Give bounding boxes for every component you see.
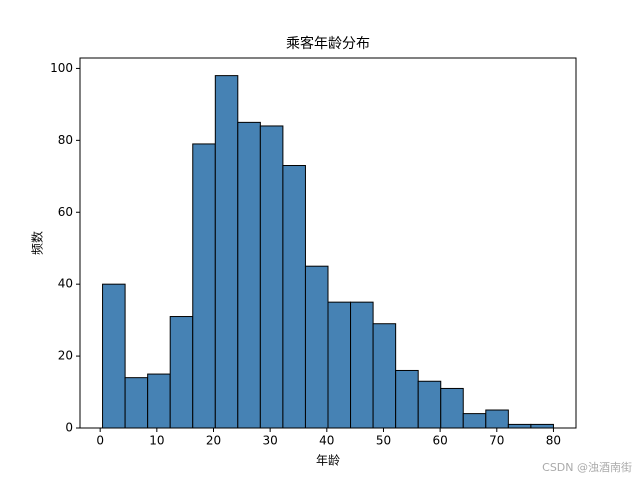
chart-title: 乘客年龄分布 — [286, 35, 370, 52]
bar — [169, 316, 194, 429]
x-tick-label: 60 — [432, 434, 447, 448]
x-tick-label: 10 — [149, 434, 164, 448]
x-tick-label: 70 — [489, 434, 504, 448]
bar — [327, 301, 352, 429]
x-tick-label: 40 — [319, 434, 334, 448]
bar — [102, 283, 126, 429]
bar — [147, 373, 171, 429]
y-tick-label: 20 — [58, 349, 73, 363]
bar — [395, 369, 419, 429]
bar — [462, 413, 487, 429]
bar — [259, 125, 284, 429]
x-tick-label: 20 — [206, 434, 221, 448]
y-tick-label: 80 — [58, 133, 73, 147]
bar — [192, 143, 216, 429]
bar — [372, 323, 397, 429]
bar — [485, 409, 509, 429]
y-tick-label: 100 — [50, 61, 73, 75]
bar — [124, 377, 149, 429]
x-tick-label: 0 — [96, 434, 104, 448]
plot-frame — [79, 57, 577, 429]
bar — [214, 75, 239, 429]
y-tick-label: 0 — [65, 421, 73, 435]
watermark: CSDN @浊酒南街 — [542, 460, 632, 474]
y-tick-label: 60 — [58, 205, 73, 219]
y-axis-label: 频数 — [30, 231, 45, 255]
bar — [507, 423, 532, 429]
bar — [440, 387, 464, 429]
bar — [350, 301, 374, 429]
bar — [237, 121, 261, 429]
x-tick-label: 50 — [376, 434, 391, 448]
bar — [304, 265, 329, 429]
x-tick-label: 80 — [546, 434, 561, 448]
x-axis-label: 年龄 — [316, 454, 340, 468]
bar — [282, 165, 306, 429]
bar — [417, 380, 442, 429]
x-tick-label: 30 — [263, 434, 278, 448]
bar — [530, 423, 554, 429]
y-tick-label: 40 — [58, 277, 73, 291]
